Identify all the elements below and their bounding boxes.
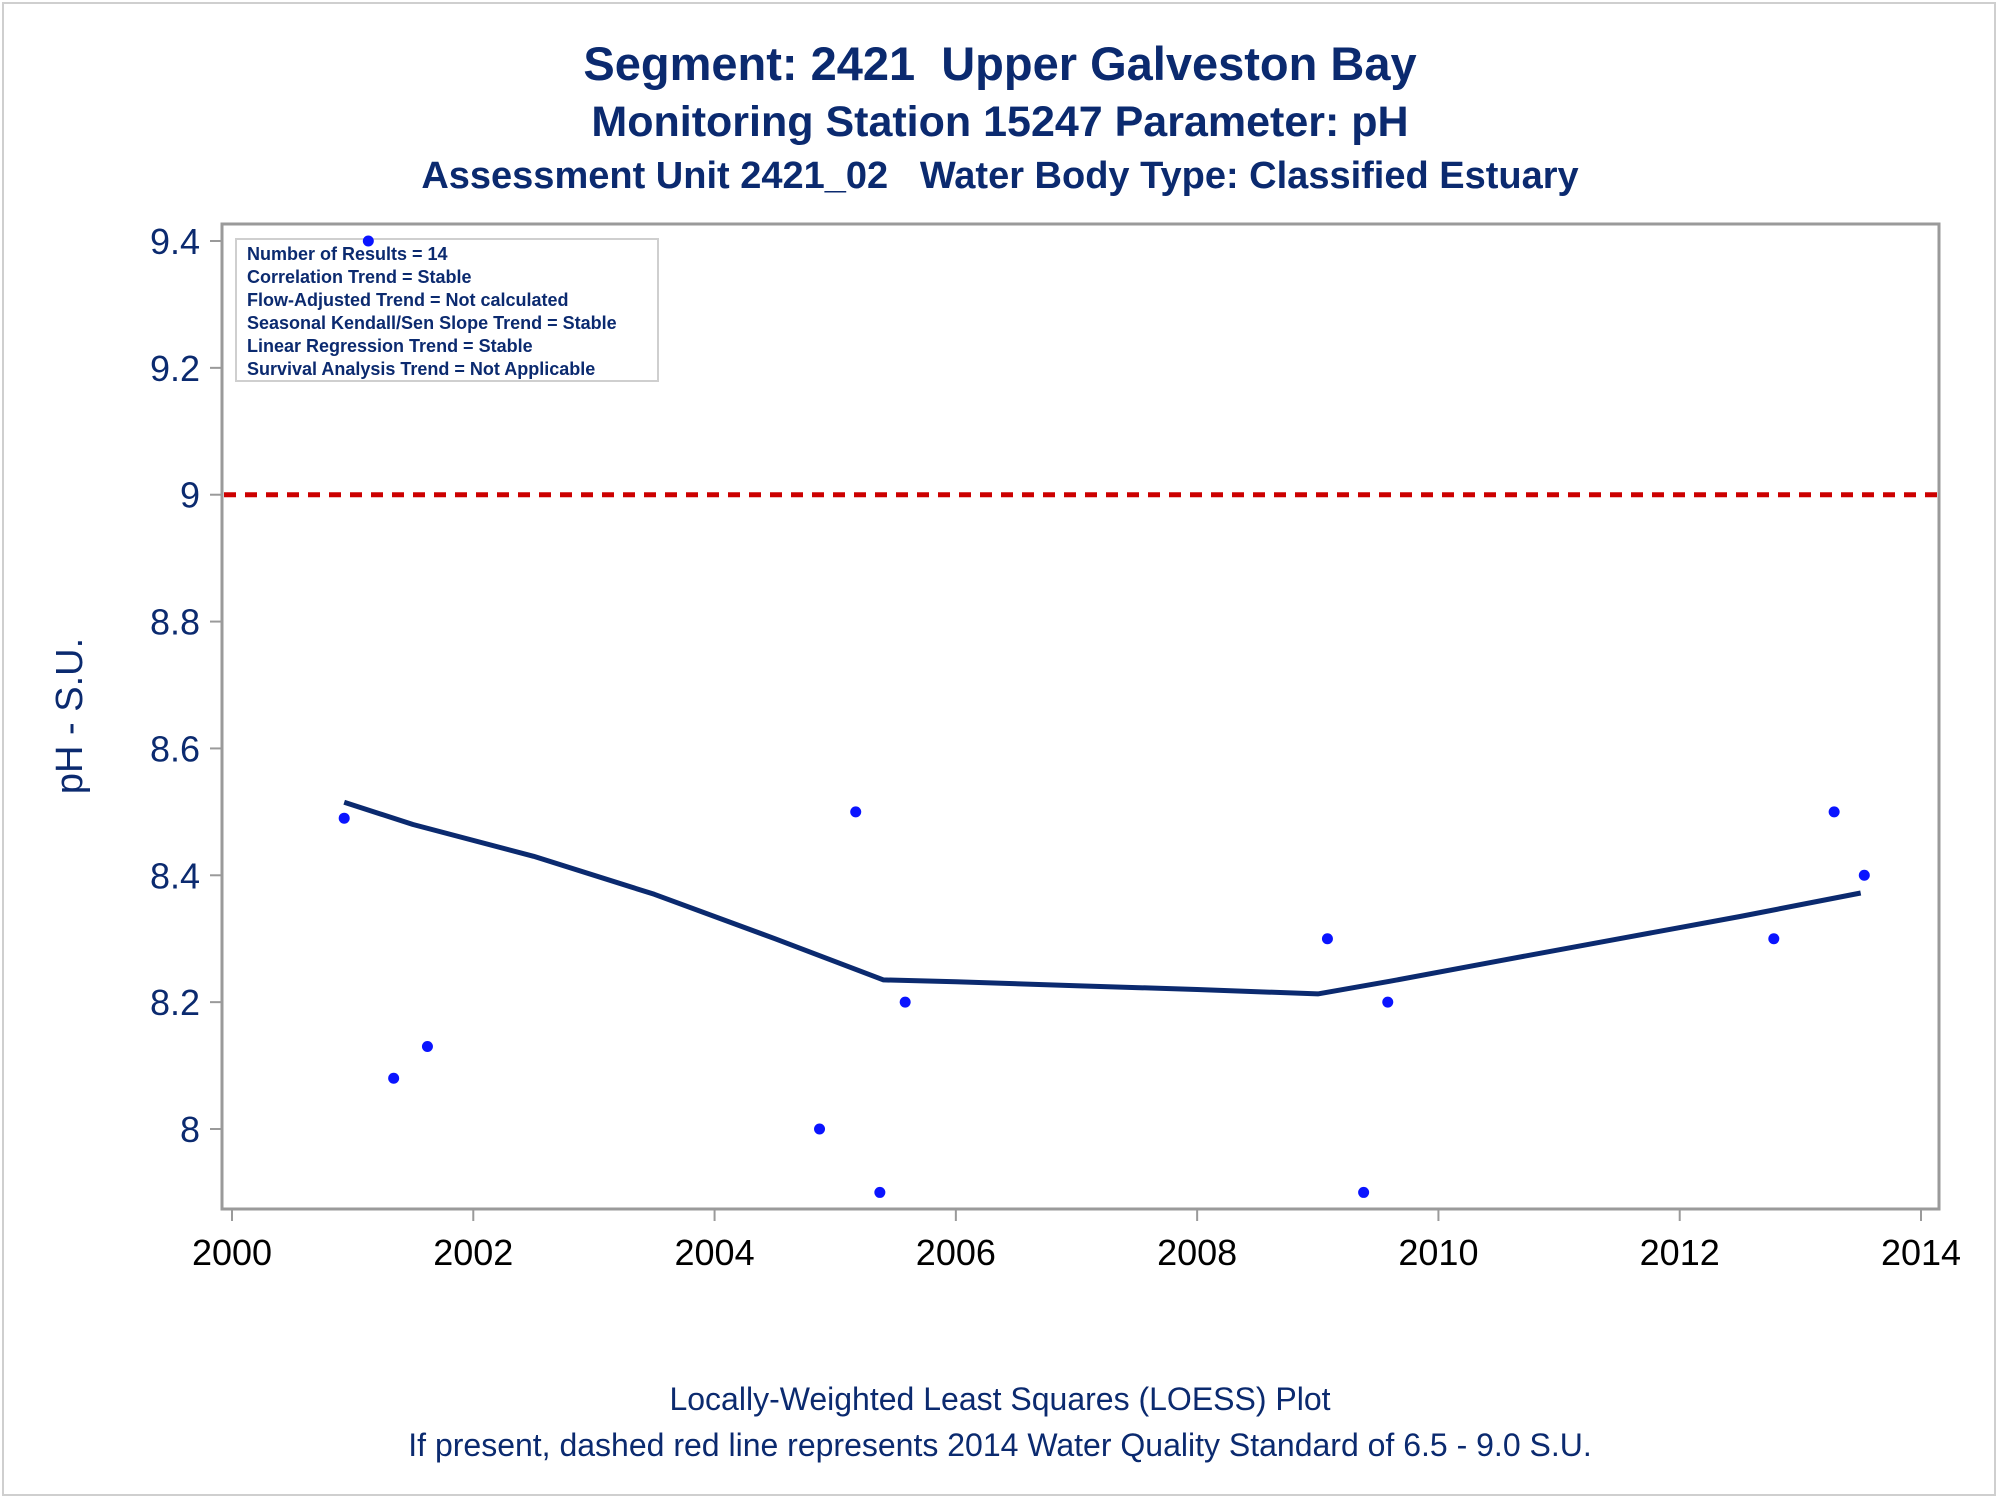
x-tick-label: 2000: [192, 1232, 272, 1273]
data-point: [850, 806, 862, 818]
data-point: [874, 1186, 886, 1198]
plot-border: [220, 222, 1941, 1211]
footnote-loess: Locally-Weighted Least Squares (LOESS) P…: [669, 1381, 1331, 1417]
chart-subtitle-station: Monitoring Station 15247 Parameter: pH: [591, 98, 1409, 146]
x-tick-label: 2008: [1157, 1232, 1237, 1273]
stats-line: Flow-Adjusted Trend = Not calculated: [247, 290, 569, 310]
chart-subtitle-assessment: Assessment Unit 2421_02 Water Body Type:…: [421, 155, 1579, 197]
y-tick-label: 8.6: [150, 728, 200, 769]
data-point: [1382, 996, 1394, 1008]
stats-box: Number of Results = 14 Correlation Trend …: [235, 238, 659, 382]
y-axis-label: pH - S.U.: [49, 638, 91, 794]
x-tick-label: 2004: [675, 1232, 755, 1273]
y-tick-label: 9.2: [150, 348, 200, 389]
data-points: [338, 235, 1870, 1198]
data-point: [1858, 869, 1870, 881]
stats-line: Seasonal Kendall/Sen Slope Trend = Stabl…: [247, 313, 617, 333]
data-point: [362, 235, 374, 247]
x-tick-label: 2002: [433, 1232, 513, 1273]
y-tick-label: 8.8: [150, 602, 200, 643]
x-tick-label: 2014: [1881, 1232, 1961, 1273]
y-tick-label: 8: [180, 1109, 200, 1150]
stats-line: Correlation Trend = Stable: [247, 267, 472, 287]
y-axis-ticks: 8 8.2 8.4 8.6 8.8 9 9.2 9.4: [150, 221, 222, 1150]
x-tick-label: 2012: [1640, 1232, 1720, 1273]
data-point: [899, 996, 911, 1008]
y-tick-label: 9: [180, 475, 200, 516]
footnote-standard: If present, dashed red line represents 2…: [408, 1427, 1592, 1463]
y-tick-label: 8.2: [150, 982, 200, 1023]
data-point: [388, 1072, 400, 1084]
data-point: [1358, 1186, 1370, 1198]
data-point: [338, 812, 350, 824]
x-tick-label: 2010: [1398, 1232, 1478, 1273]
data-point: [421, 1041, 433, 1053]
chart-title: Segment: 2421 Upper Galveston Bay: [583, 37, 1417, 90]
data-point: [1321, 933, 1333, 945]
y-tick-label: 9.4: [150, 221, 200, 262]
x-axis-ticks: 2000 2002 2004 2006 2008 2010 2012 2014: [192, 1209, 1961, 1273]
stats-line: Number of Results = 14: [247, 244, 448, 264]
stats-box-border: [235, 238, 659, 382]
stats-line: Survival Analysis Trend = Not Applicable: [247, 359, 595, 379]
stats-line: Linear Regression Trend = Stable: [247, 336, 533, 356]
y-tick-label: 8.4: [150, 855, 200, 896]
data-point: [1828, 806, 1840, 818]
data-point: [1768, 933, 1780, 945]
x-tick-label: 2006: [916, 1232, 996, 1273]
plot-area: [222, 224, 1939, 1209]
loess-curve: [343, 799, 1862, 997]
data-point: [814, 1123, 826, 1135]
